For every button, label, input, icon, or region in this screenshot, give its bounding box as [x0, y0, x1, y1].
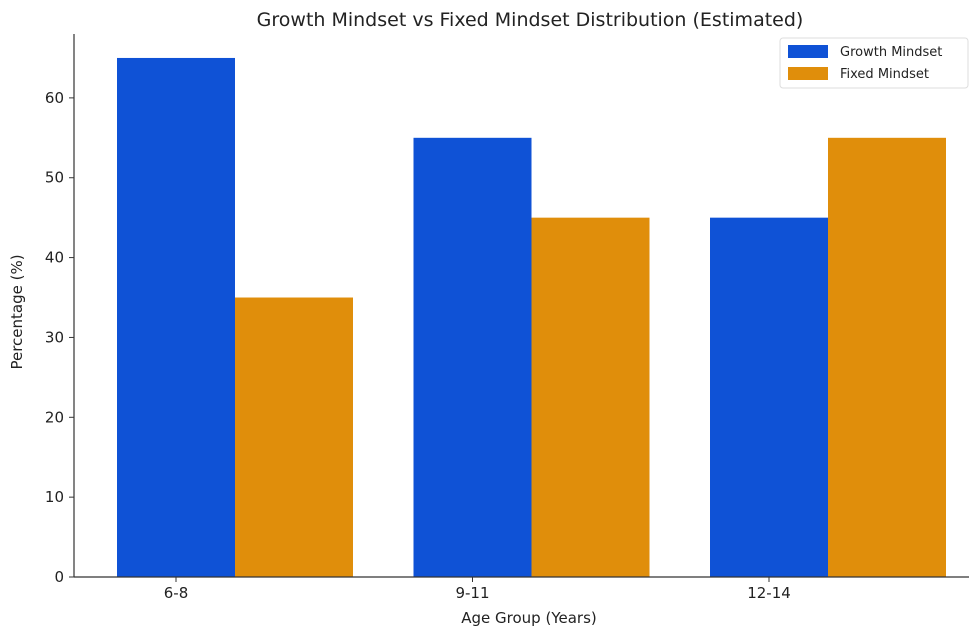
axes-layer: 6-8 9-11 12-14 0 10 20 30 40 50 60	[45, 34, 969, 602]
legend-swatch-growth-mindset	[788, 45, 828, 58]
y-tick-label: 40	[45, 249, 64, 267]
y-tick-label: 0	[54, 568, 64, 586]
bar-growth-mindset-6-8	[117, 57, 235, 578]
chart-title: Growth Mindset vs Fixed Mindset Distribu…	[257, 9, 804, 31]
bar-fixed-mindset-6-8	[235, 297, 353, 577]
y-axis-title: Percentage (%)	[8, 254, 26, 369]
y-tick-label: 60	[45, 89, 64, 107]
x-tick-label: 9-11	[455, 584, 489, 602]
x-tick-label: 6-8	[164, 584, 189, 602]
y-tick-label: 20	[45, 408, 64, 426]
bar-fixed-mindset-9-11	[531, 217, 650, 578]
y-tick-label: 30	[45, 328, 64, 346]
legend-label-growth-mindset: Growth Mindset	[840, 45, 942, 60]
y-tick-label: 50	[45, 169, 64, 187]
legend-label-fixed-mindset: Fixed Mindset	[840, 67, 929, 82]
y-tick-label: 10	[45, 488, 64, 506]
x-axis-title: Age Group (Years)	[461, 609, 597, 627]
bar-fixed-mindset-12-14	[828, 137, 946, 577]
bars-layer	[117, 57, 946, 578]
x-tick-label: 12-14	[747, 584, 791, 602]
bar-growth-mindset-9-11	[413, 137, 532, 577]
legend: Growth Mindset Fixed Mindset	[779, 37, 969, 89]
legend-swatch-fixed-mindset	[788, 67, 828, 80]
bar-growth-mindset-12-14	[710, 217, 828, 578]
